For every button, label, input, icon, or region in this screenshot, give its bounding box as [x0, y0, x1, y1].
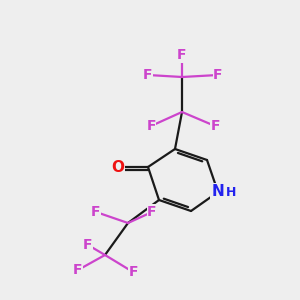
Text: F: F: [147, 205, 157, 219]
Text: F: F: [177, 48, 187, 62]
Text: F: F: [213, 68, 223, 82]
Text: H: H: [226, 187, 236, 200]
Text: F: F: [83, 238, 93, 252]
Text: F: F: [73, 263, 83, 277]
Text: F: F: [91, 205, 101, 219]
Text: O: O: [112, 160, 124, 175]
Text: F: F: [210, 119, 220, 133]
Text: F: F: [146, 119, 156, 133]
Text: F: F: [143, 68, 153, 82]
Text: F: F: [128, 265, 138, 279]
Text: N: N: [212, 184, 224, 200]
